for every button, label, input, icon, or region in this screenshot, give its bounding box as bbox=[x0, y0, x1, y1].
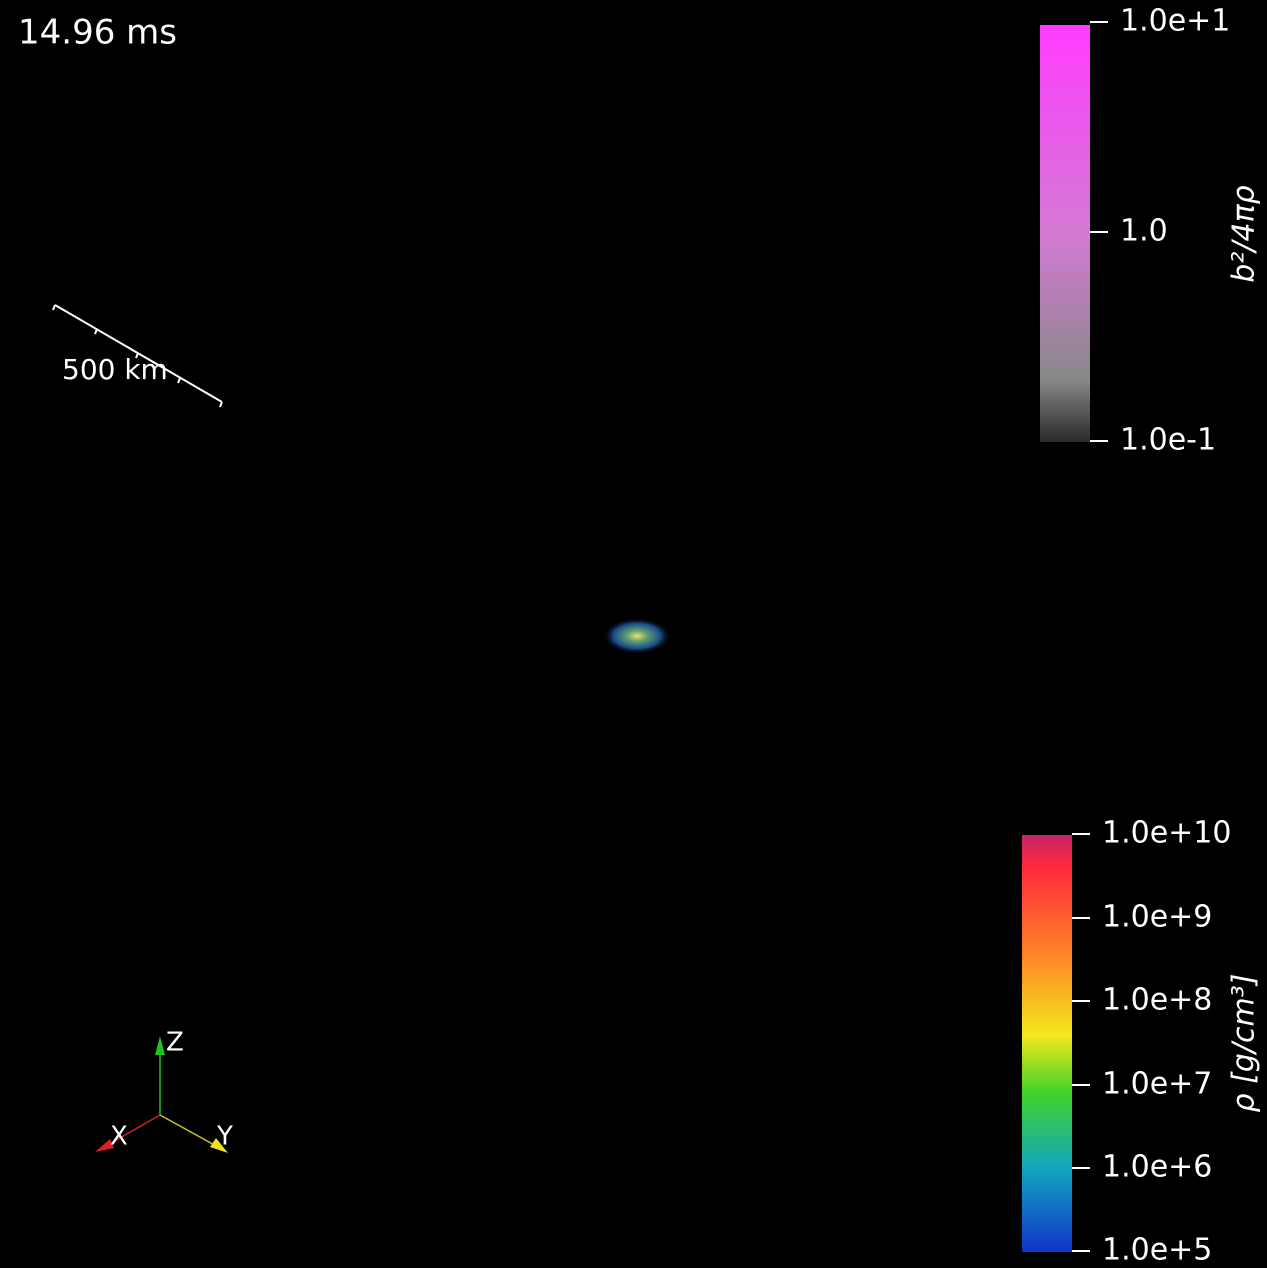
colorbar-tick-label: 1.0e+5 bbox=[1102, 1233, 1212, 1268]
colorbar-tick-label: 1.0e-1 bbox=[1120, 423, 1216, 458]
colorbar-tick-label: 1.0e+7 bbox=[1102, 1067, 1212, 1102]
colorbar bbox=[1022, 835, 1072, 1252]
colorbar-tick-label: 1.0e+9 bbox=[1102, 900, 1212, 935]
scale-label: 500 km bbox=[62, 353, 168, 386]
time-label: 14.96 ms bbox=[18, 13, 177, 53]
axis-label: Y bbox=[216, 1122, 233, 1152]
axis-label: Z bbox=[166, 1028, 184, 1058]
render-view: 14.96 ms 500 km 1.0e+1 1.0 1.0e-1 b²/4πρ… bbox=[0, 0, 1267, 1268]
object bbox=[603, 618, 671, 654]
colorbar-tick-label: 1.0 bbox=[1120, 214, 1168, 249]
colorbar-tick-label: 1.0e+8 bbox=[1102, 983, 1212, 1018]
colorbar-tick-label: 1.0e+10 bbox=[1102, 816, 1231, 851]
colorbar-title: ρ [g/cm³] bbox=[1227, 974, 1262, 1113]
colorbar-tick-label: 1.0e+6 bbox=[1102, 1150, 1212, 1185]
colorbar bbox=[1040, 25, 1090, 442]
colorbar-title: b²/4πρ bbox=[1227, 185, 1262, 282]
axis-label: X bbox=[110, 1122, 128, 1152]
colorbar-tick-label: 1.0e+1 bbox=[1120, 4, 1230, 39]
